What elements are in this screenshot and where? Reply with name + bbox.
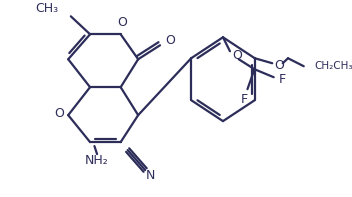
Text: CH₃: CH₃	[36, 2, 58, 15]
Text: F: F	[240, 93, 247, 106]
Text: N: N	[146, 169, 155, 182]
Text: O: O	[165, 34, 175, 47]
Text: O: O	[232, 49, 242, 62]
Text: NH₂: NH₂	[85, 154, 109, 167]
Text: CH₂CH₃: CH₂CH₃	[314, 61, 352, 71]
Text: F: F	[279, 73, 286, 86]
Text: O: O	[55, 107, 64, 120]
Text: O: O	[274, 59, 284, 72]
Text: O: O	[118, 16, 127, 29]
